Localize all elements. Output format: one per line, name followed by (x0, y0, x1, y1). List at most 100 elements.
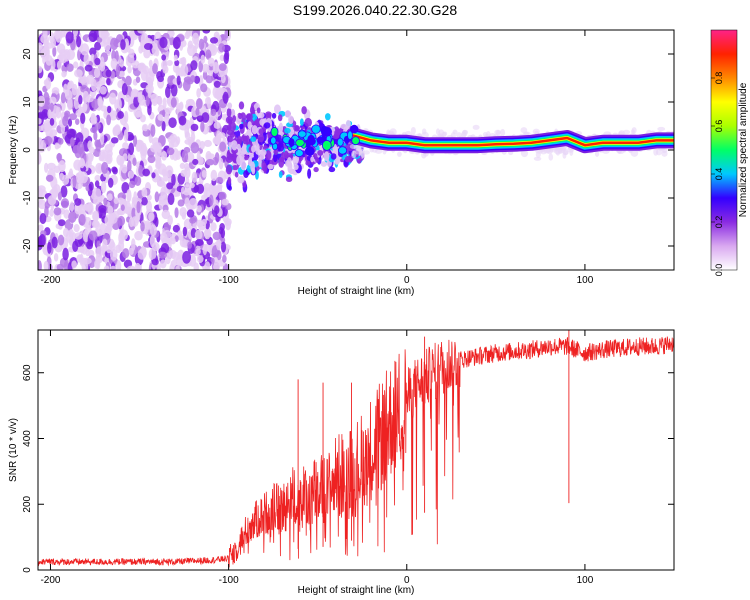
noise-speckle (203, 139, 212, 148)
noise-speckle (126, 216, 131, 223)
noise-speckle (134, 262, 141, 270)
spectrogram-y-label: Frequency (Hz) (8, 116, 19, 185)
halo-speckle (631, 127, 637, 134)
ridge-blob (321, 140, 332, 151)
noise-speckle (138, 62, 146, 71)
noise-speckle (188, 182, 195, 189)
noise-speckle (147, 103, 152, 116)
noise-speckle (134, 176, 142, 187)
noise-speckle (38, 151, 41, 165)
transition-speckle (226, 129, 235, 136)
noise-speckle (222, 91, 229, 104)
transition-speckle (273, 152, 278, 163)
noise-speckle (121, 164, 128, 174)
colorbar-tick-label: 0.8 (714, 72, 724, 85)
noise-speckle (67, 118, 73, 127)
noise-speckle (194, 239, 204, 246)
noise-speckle (131, 90, 140, 98)
noise-speckle (193, 185, 199, 193)
noise-speckle (56, 43, 66, 54)
noise-speckle (182, 250, 191, 264)
noise-speckle (117, 111, 124, 119)
noise-speckle (148, 248, 157, 261)
noise-speckle (203, 35, 208, 43)
noise-speckle (142, 168, 151, 177)
noise-speckle (213, 263, 220, 270)
transition-speckle (274, 104, 281, 114)
transition-speckle (283, 150, 289, 159)
noise-speckle (142, 123, 149, 132)
noise-speckle (99, 207, 107, 219)
noise-speckle (161, 54, 167, 61)
noise-speckle (180, 56, 187, 66)
noise-speckle (141, 187, 148, 198)
noise-speckle (210, 222, 217, 232)
noise-speckle (38, 65, 43, 74)
noise-speckle (180, 186, 185, 195)
y-tick-label: 0 (22, 567, 33, 573)
noise-speckle (71, 83, 78, 96)
ridge-blob (351, 136, 360, 146)
noise-speckle (198, 38, 205, 51)
transition-speckle (324, 113, 331, 121)
noise-speckle (194, 229, 203, 240)
ridge-blob (294, 149, 304, 158)
noise-speckle (185, 151, 195, 163)
noise-speckle (80, 112, 86, 124)
noise-speckle (75, 118, 80, 125)
noise-speckle (190, 132, 196, 142)
noise-speckle (105, 69, 112, 78)
halo-speckle (533, 156, 542, 161)
transition-speckle (257, 111, 265, 119)
noise-speckle (155, 157, 162, 169)
noise-speckle (110, 265, 117, 270)
transition-speckle (263, 122, 271, 129)
noise-speckle (132, 157, 137, 166)
noise-speckle (196, 254, 204, 263)
noise-speckle (193, 75, 201, 84)
noise-speckle (150, 124, 156, 137)
noise-speckle (190, 123, 199, 132)
transition-speckle (226, 107, 232, 118)
noise-speckle (74, 202, 83, 215)
noise-speckle (178, 115, 187, 126)
noise-speckle (128, 247, 134, 256)
noise-speckle (223, 52, 230, 65)
transition-speckle (227, 176, 232, 185)
noise-speckle (78, 95, 83, 105)
noise-speckle (186, 30, 191, 38)
noise-speckle (214, 205, 220, 215)
noise-speckle (54, 142, 60, 150)
noise-speckle (169, 263, 175, 270)
noise-speckle (117, 98, 122, 111)
noise-speckle (179, 238, 187, 248)
noise-speckle (66, 97, 73, 111)
snr-frame (37, 329, 675, 571)
noise-speckle (175, 254, 184, 267)
noise-speckle (103, 197, 108, 206)
transition-speckle (265, 111, 272, 118)
noise-speckle (162, 65, 169, 74)
noise-speckle (216, 130, 221, 141)
noise-speckle (94, 180, 100, 188)
noise-speckle (68, 211, 77, 223)
noise-speckle (141, 142, 147, 156)
noise-speckle (139, 114, 146, 123)
transition-speckle (254, 119, 261, 128)
ridge-band (345, 127, 674, 154)
noise-speckle (106, 114, 111, 126)
noise-speckle (205, 74, 214, 84)
noise-speckle (190, 75, 196, 83)
noise-speckle (127, 170, 135, 179)
noise-speckle (104, 41, 111, 52)
noise-speckle (68, 228, 74, 238)
noise-speckle (140, 221, 145, 232)
noise-speckle (148, 212, 155, 222)
transition-speckle (276, 143, 282, 152)
noise-speckle (179, 123, 188, 131)
noise-speckle (218, 191, 227, 201)
noise-speckle (112, 110, 118, 117)
transition-speckle (231, 164, 239, 171)
transition-speckle (307, 168, 312, 179)
transition-speckle (328, 166, 336, 173)
